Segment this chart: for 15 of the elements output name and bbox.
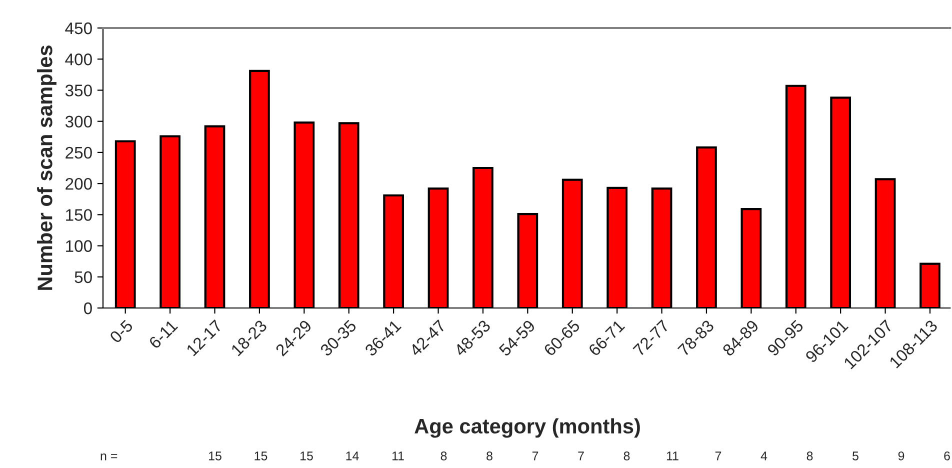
y-tick-label: 50 — [74, 271, 92, 284]
y-tick-label: 0 — [84, 302, 92, 314]
y-tick-label: 450 — [65, 22, 92, 34]
y-axis-title: Number of scan samples — [37, 46, 56, 290]
y-tick-label: 300 — [65, 116, 92, 128]
y-tick-label: 100 — [66, 240, 92, 252]
y-tick-label: 250 — [66, 146, 92, 159]
x-axis-title: Age category (months) — [414, 418, 640, 438]
y-tick-label: 400 — [65, 54, 92, 66]
y-tick-label: 200 — [66, 178, 92, 190]
x-tick-label: 0-5 — [109, 319, 134, 344]
x-tick-label: 6-11 — [148, 319, 178, 350]
text: n = 15 15 15 14 11 8 8 7 7 8 11 7 4 8 5 9 6 — [100, 452, 950, 460]
y-tick-label: 350 — [65, 84, 92, 96]
y-tick-label: 150 — [66, 209, 92, 221]
